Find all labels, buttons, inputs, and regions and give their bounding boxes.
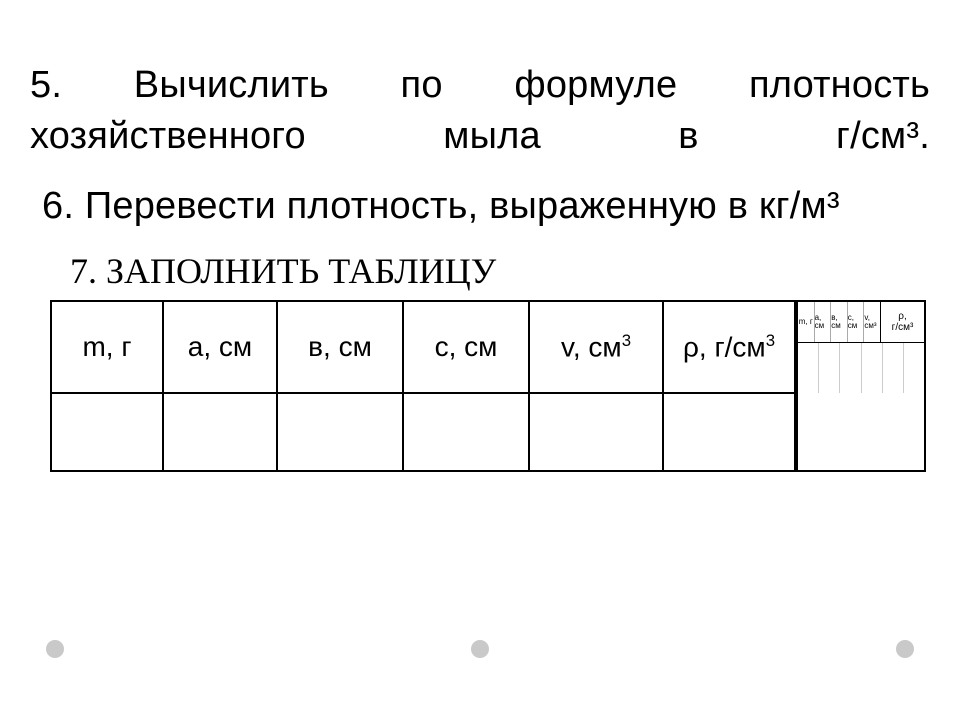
col-header: m, г: [51, 301, 163, 393]
inset-left-cells: m, гa, смв, смс, смv, см³: [798, 302, 881, 342]
item-6: 6. Перевести плотность, выраженную в кг/…: [42, 181, 930, 232]
cell: [163, 393, 277, 471]
data-table: m, гa, смв, смс, смv, см3ρ, г/см3: [50, 300, 796, 472]
cell: [529, 393, 663, 471]
col-header: a, см: [163, 301, 277, 393]
cell: [663, 393, 795, 471]
cell: [51, 393, 163, 471]
cell: [403, 393, 529, 471]
col-header: v, см3: [529, 301, 663, 393]
item-7: 7. ЗАПОЛНИТЬ ТАБЛИЦУ: [70, 250, 930, 292]
inset-rho: ρ,г/см³: [881, 311, 924, 333]
slide-indicator: [46, 640, 64, 658]
table-header-row: m, гa, смв, смс, смv, см3ρ, г/см3: [51, 301, 795, 393]
table-row: [51, 393, 795, 471]
item-5: 5. Вычислить по формуле плотность хозяйс…: [30, 60, 930, 163]
slide-indicator: [896, 640, 914, 658]
inset-empty-row: [798, 342, 924, 393]
col-header: с, см: [403, 301, 529, 393]
inset-preview: m, гa, смв, смс, смv, см³ ρ,г/см³: [796, 300, 926, 472]
col-header: в, см: [277, 301, 403, 393]
col-header: ρ, г/см3: [663, 301, 795, 393]
slide-indicator: [471, 640, 489, 658]
cell: [277, 393, 403, 471]
